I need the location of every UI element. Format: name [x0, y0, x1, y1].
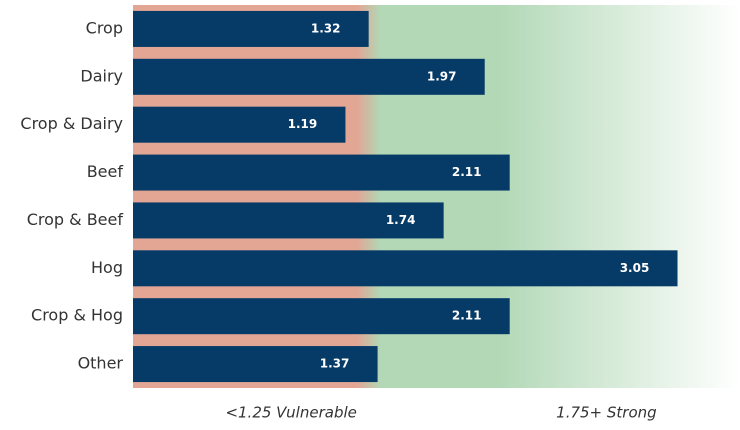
- y-tick-label: Crop & Beef: [27, 210, 124, 229]
- y-tick-label: Dairy: [80, 66, 123, 85]
- zone-label: <1.25 Vulnerable: [225, 404, 356, 422]
- y-tick-label: Beef: [87, 162, 124, 181]
- bar: [133, 202, 444, 239]
- data-label: 3.05: [620, 261, 650, 275]
- bar: [133, 298, 510, 335]
- data-label: 1.19: [288, 117, 318, 131]
- zone-label: 1.75+ Strong: [556, 404, 657, 422]
- y-tick-label: Other: [78, 354, 124, 373]
- bar: [133, 250, 678, 287]
- data-label: 1.74: [386, 213, 416, 227]
- y-tick-label: Crop: [86, 18, 123, 37]
- data-label: 1.32: [311, 21, 341, 35]
- bar: [133, 346, 378, 383]
- bar: [133, 58, 485, 95]
- data-label: 1.97: [427, 69, 457, 83]
- y-tick-label: Crop & Dairy: [20, 114, 123, 133]
- data-label: 1.37: [320, 357, 350, 371]
- bar: [133, 154, 510, 191]
- y-tick-label: Hog: [91, 258, 123, 277]
- data-label: 2.11: [452, 309, 482, 323]
- data-label: 2.11: [452, 165, 482, 179]
- y-tick-label: Crop & Hog: [31, 306, 123, 325]
- bar: [133, 106, 346, 143]
- bar: [133, 10, 369, 47]
